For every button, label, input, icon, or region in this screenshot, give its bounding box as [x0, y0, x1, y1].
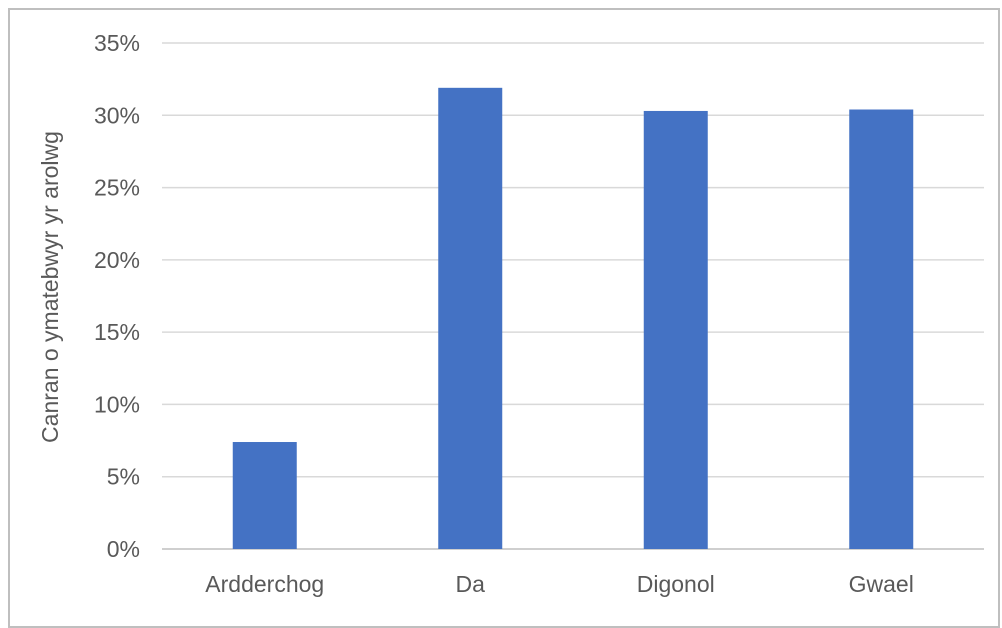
x-axis-ticks: Ardderchog Da Digonol Gwael: [205, 571, 914, 597]
bar-digonol: [643, 110, 708, 549]
bar-chart: 0% 5% 10% 15% 20% 25% 30% 35% Ardderchog Da Digon…: [37, 30, 984, 597]
y-tick-label: 5%: [107, 464, 140, 490]
grid-lines: [162, 42, 984, 550]
y-tick-label: 25%: [94, 175, 140, 201]
y-tick-label: 35%: [94, 30, 140, 56]
x-tick-label: Da: [456, 571, 486, 597]
bar-gwael: [849, 109, 914, 549]
x-tick-label: Digonol: [637, 571, 715, 597]
y-tick-label: 0%: [107, 536, 140, 562]
bar-da: [438, 87, 503, 550]
y-tick-label: 30%: [94, 102, 140, 128]
y-tick-label: 10%: [94, 391, 140, 417]
bars: [232, 87, 914, 550]
y-axis-title: Canran o ymatebwyr yr arolwg: [37, 131, 63, 443]
y-tick-label: 15%: [94, 319, 140, 345]
x-tick-label: Ardderchog: [205, 571, 324, 597]
y-axis-ticks: 0% 5% 10% 15% 20% 25% 30% 35%: [94, 30, 140, 562]
chart-frame: [8, 8, 1000, 628]
x-tick-label: Gwael: [849, 571, 914, 597]
bar-ardderchog: [232, 442, 297, 549]
y-tick-label: 20%: [94, 247, 140, 273]
